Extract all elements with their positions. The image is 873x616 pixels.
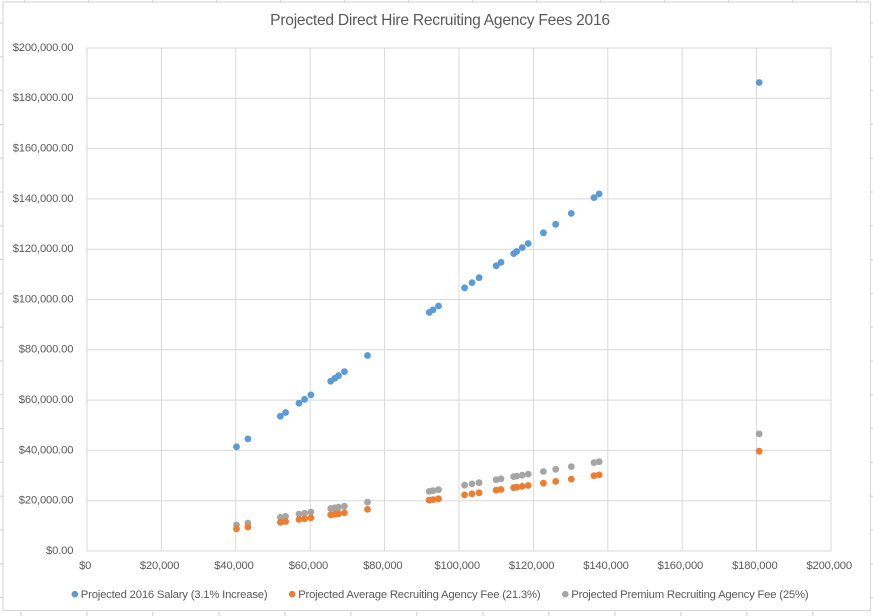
svg-text:$20,000.00: $20,000.00 xyxy=(19,495,74,507)
svg-text:$180,000.00: $180,000.00 xyxy=(13,92,74,104)
svg-text:Projected Direct Hire Recruiti: Projected Direct Hire Recruiting Agency … xyxy=(270,12,610,29)
svg-text:$0: $0 xyxy=(79,560,91,572)
svg-text:$80,000.00: $80,000.00 xyxy=(19,344,74,356)
svg-text:Projected Average Recruiting A: Projected Average Recruiting Agency Fee … xyxy=(298,589,541,601)
svg-text:$180,000: $180,000 xyxy=(732,560,777,572)
svg-text:$100,000.00: $100,000.00 xyxy=(13,293,74,305)
svg-text:$120,000: $120,000 xyxy=(509,560,554,572)
svg-text:$60,000.00: $60,000.00 xyxy=(19,394,74,406)
svg-text:$100,000: $100,000 xyxy=(434,560,479,572)
svg-text:$40,000.00: $40,000.00 xyxy=(19,444,74,456)
svg-text:Projected Premium Recruiting A: Projected Premium Recruiting Agency Fee … xyxy=(571,589,809,601)
svg-text:$200,000.00: $200,000.00 xyxy=(13,42,74,54)
svg-text:$20,000: $20,000 xyxy=(140,560,179,572)
svg-text:$40,000: $40,000 xyxy=(214,560,253,572)
svg-text:$140,000.00: $140,000.00 xyxy=(13,193,74,205)
svg-text:$80,000: $80,000 xyxy=(363,560,402,572)
svg-text:$140,000: $140,000 xyxy=(583,560,628,572)
svg-text:$200,000: $200,000 xyxy=(806,560,851,572)
svg-text:Projected 2016 Salary (3.1% In: Projected 2016 Salary (3.1% Increase) xyxy=(81,589,268,601)
svg-text:$120,000.00: $120,000.00 xyxy=(13,243,74,255)
svg-text:$160,000.00: $160,000.00 xyxy=(13,143,74,155)
svg-text:$160,000: $160,000 xyxy=(658,560,703,572)
svg-text:$60,000: $60,000 xyxy=(289,560,328,572)
svg-text:$0.00: $0.00 xyxy=(46,545,73,557)
